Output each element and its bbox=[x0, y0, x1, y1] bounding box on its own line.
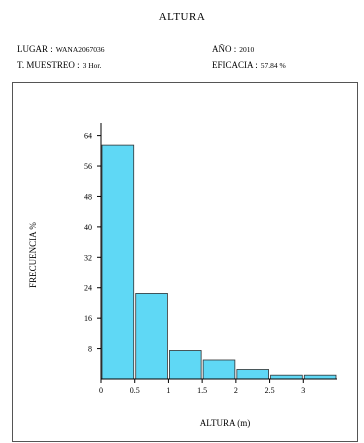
histogram-bar bbox=[101, 144, 135, 380]
y-tick-label: 8 bbox=[88, 345, 92, 354]
anio-row: AÑO :2010 bbox=[212, 44, 254, 54]
x-tick-label: 2.5 bbox=[265, 386, 275, 395]
x-tick-label: 1.5 bbox=[197, 386, 207, 395]
histogram-bar bbox=[135, 293, 168, 380]
x-tick-label: 1 bbox=[166, 386, 170, 395]
y-tick-label: 24 bbox=[84, 284, 92, 293]
x-axis-label: ALTURA (m) bbox=[200, 418, 250, 428]
x-tick-label: 0 bbox=[99, 386, 103, 395]
chart-title: ALTURA bbox=[158, 11, 206, 23]
x-tick-label: 0.5 bbox=[130, 386, 140, 395]
histogram-chart: 8 16 24 32 40 48 56 64 0 0.5 1 1.5 2 2.5 3 ALTURA (m) FR… bbox=[28, 123, 337, 428]
chart-frame: 8 16 24 32 40 48 56 64 0 0.5 1 1.5 2 2.5 3 ALTURA (m) FR… bbox=[12, 82, 358, 442]
y-tick-label: 40 bbox=[84, 223, 92, 232]
histogram-bar bbox=[303, 374, 337, 380]
eficacia-value: 57.84 % bbox=[260, 61, 286, 70]
muestreo-label: T. MUESTREO : bbox=[17, 60, 80, 70]
histogram-bar bbox=[270, 374, 303, 380]
muestreo-value: 3 Hor. bbox=[82, 61, 102, 70]
muestreo-row: T. MUESTREO :3 Hor. bbox=[17, 60, 101, 70]
lugar-label: LUGAR : bbox=[17, 44, 53, 54]
x-tick-label: 2 bbox=[234, 386, 238, 395]
y-tick-label: 16 bbox=[84, 314, 92, 323]
y-axis-label: FRECUENCIA % bbox=[28, 222, 38, 288]
y-tick-label: 64 bbox=[84, 132, 92, 141]
eficacia-label: EFICACIA : bbox=[212, 60, 258, 70]
histogram-bar bbox=[236, 369, 269, 380]
y-tick-label: 56 bbox=[84, 162, 92, 171]
x-tick-label: 3 bbox=[301, 386, 305, 395]
eficacia-row: EFICACIA :57.84 % bbox=[212, 60, 286, 70]
histogram-bar bbox=[202, 359, 236, 380]
anio-label: AÑO : bbox=[212, 44, 237, 54]
anio-value: 2010 bbox=[239, 45, 255, 54]
y-tick-label: 32 bbox=[84, 253, 92, 262]
y-tick-label: 48 bbox=[84, 192, 92, 201]
lugar-row: LUGAR : WANA2067036 bbox=[17, 44, 105, 54]
lugar-value: WANA2067036 bbox=[55, 45, 105, 54]
histogram-bar bbox=[169, 350, 202, 380]
